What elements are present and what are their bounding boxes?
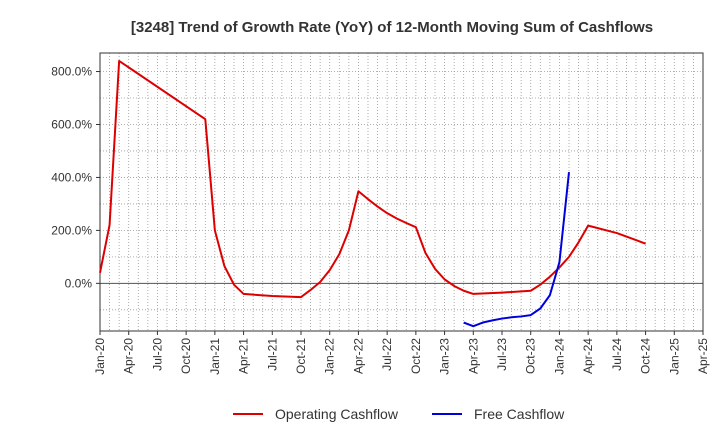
x-tick-label: Oct-20 — [179, 338, 193, 374]
x-tick-label: Jul-24 — [610, 338, 624, 371]
x-tick-label: Apr-21 — [237, 338, 251, 374]
legend-label: Operating Cashflow — [275, 406, 399, 422]
x-tick-label: Oct-22 — [409, 338, 423, 374]
chart-title: [3248] Trend of Growth Rate (YoY) of 12-… — [131, 19, 653, 36]
series-layer — [99, 59, 646, 328]
legend-item: Free Cashflow — [432, 406, 565, 422]
y-tick-label: 400.0% — [51, 170, 92, 184]
y-tick-label: 0.0% — [65, 276, 93, 290]
x-tick-label: Apr-24 — [581, 338, 595, 374]
y-tick-label: 600.0% — [51, 117, 92, 131]
x-tick-label: Apr-20 — [122, 338, 136, 374]
x-tick-label: Apr-22 — [351, 338, 365, 374]
x-tick-label: Oct-23 — [524, 338, 538, 374]
x-tick-label: Jan-23 — [438, 338, 452, 375]
plot-background — [100, 53, 703, 331]
x-tick-label: Oct-21 — [294, 338, 308, 374]
x-tick-label: Oct-24 — [639, 338, 653, 374]
y-axis: 800.0% 600.0% 400.0% 200.0% 0.0% — [51, 65, 100, 290]
plot-area — [99, 52, 704, 332]
x-tick-label: Jul-20 — [150, 338, 164, 371]
series-line-free-cashflow — [463, 172, 570, 328]
x-tick-label: Jan-22 — [323, 338, 337, 375]
legend: Operating Cashflow Free Cashflow — [233, 406, 565, 422]
y-tick-label: 200.0% — [51, 223, 92, 237]
x-tick-label: Jul-22 — [380, 338, 394, 371]
x-tick-label: Jul-21 — [265, 338, 279, 371]
legend-label: Free Cashflow — [474, 406, 565, 422]
x-tick-label: Jan-24 — [552, 338, 566, 375]
y-tick-label: 800.0% — [51, 65, 92, 79]
x-tick-label: Jan-25 — [667, 338, 681, 375]
x-tick-label: Jul-23 — [495, 338, 509, 371]
x-tick-label: Apr-25 — [696, 338, 710, 374]
x-tick-label: Apr-23 — [466, 338, 480, 374]
x-axis: Jan-20 Apr-20 Jul-20 Oct-20 Jan-21 Apr-21 Jul-… — [93, 331, 710, 375]
x-tick-label: Jan-21 — [208, 338, 222, 375]
legend-item: Operating Cashflow — [233, 406, 399, 422]
x-tick-label: Jan-20 — [93, 338, 107, 375]
plot-border — [99, 52, 704, 332]
series-line-operating-cashflow — [99, 59, 646, 299]
